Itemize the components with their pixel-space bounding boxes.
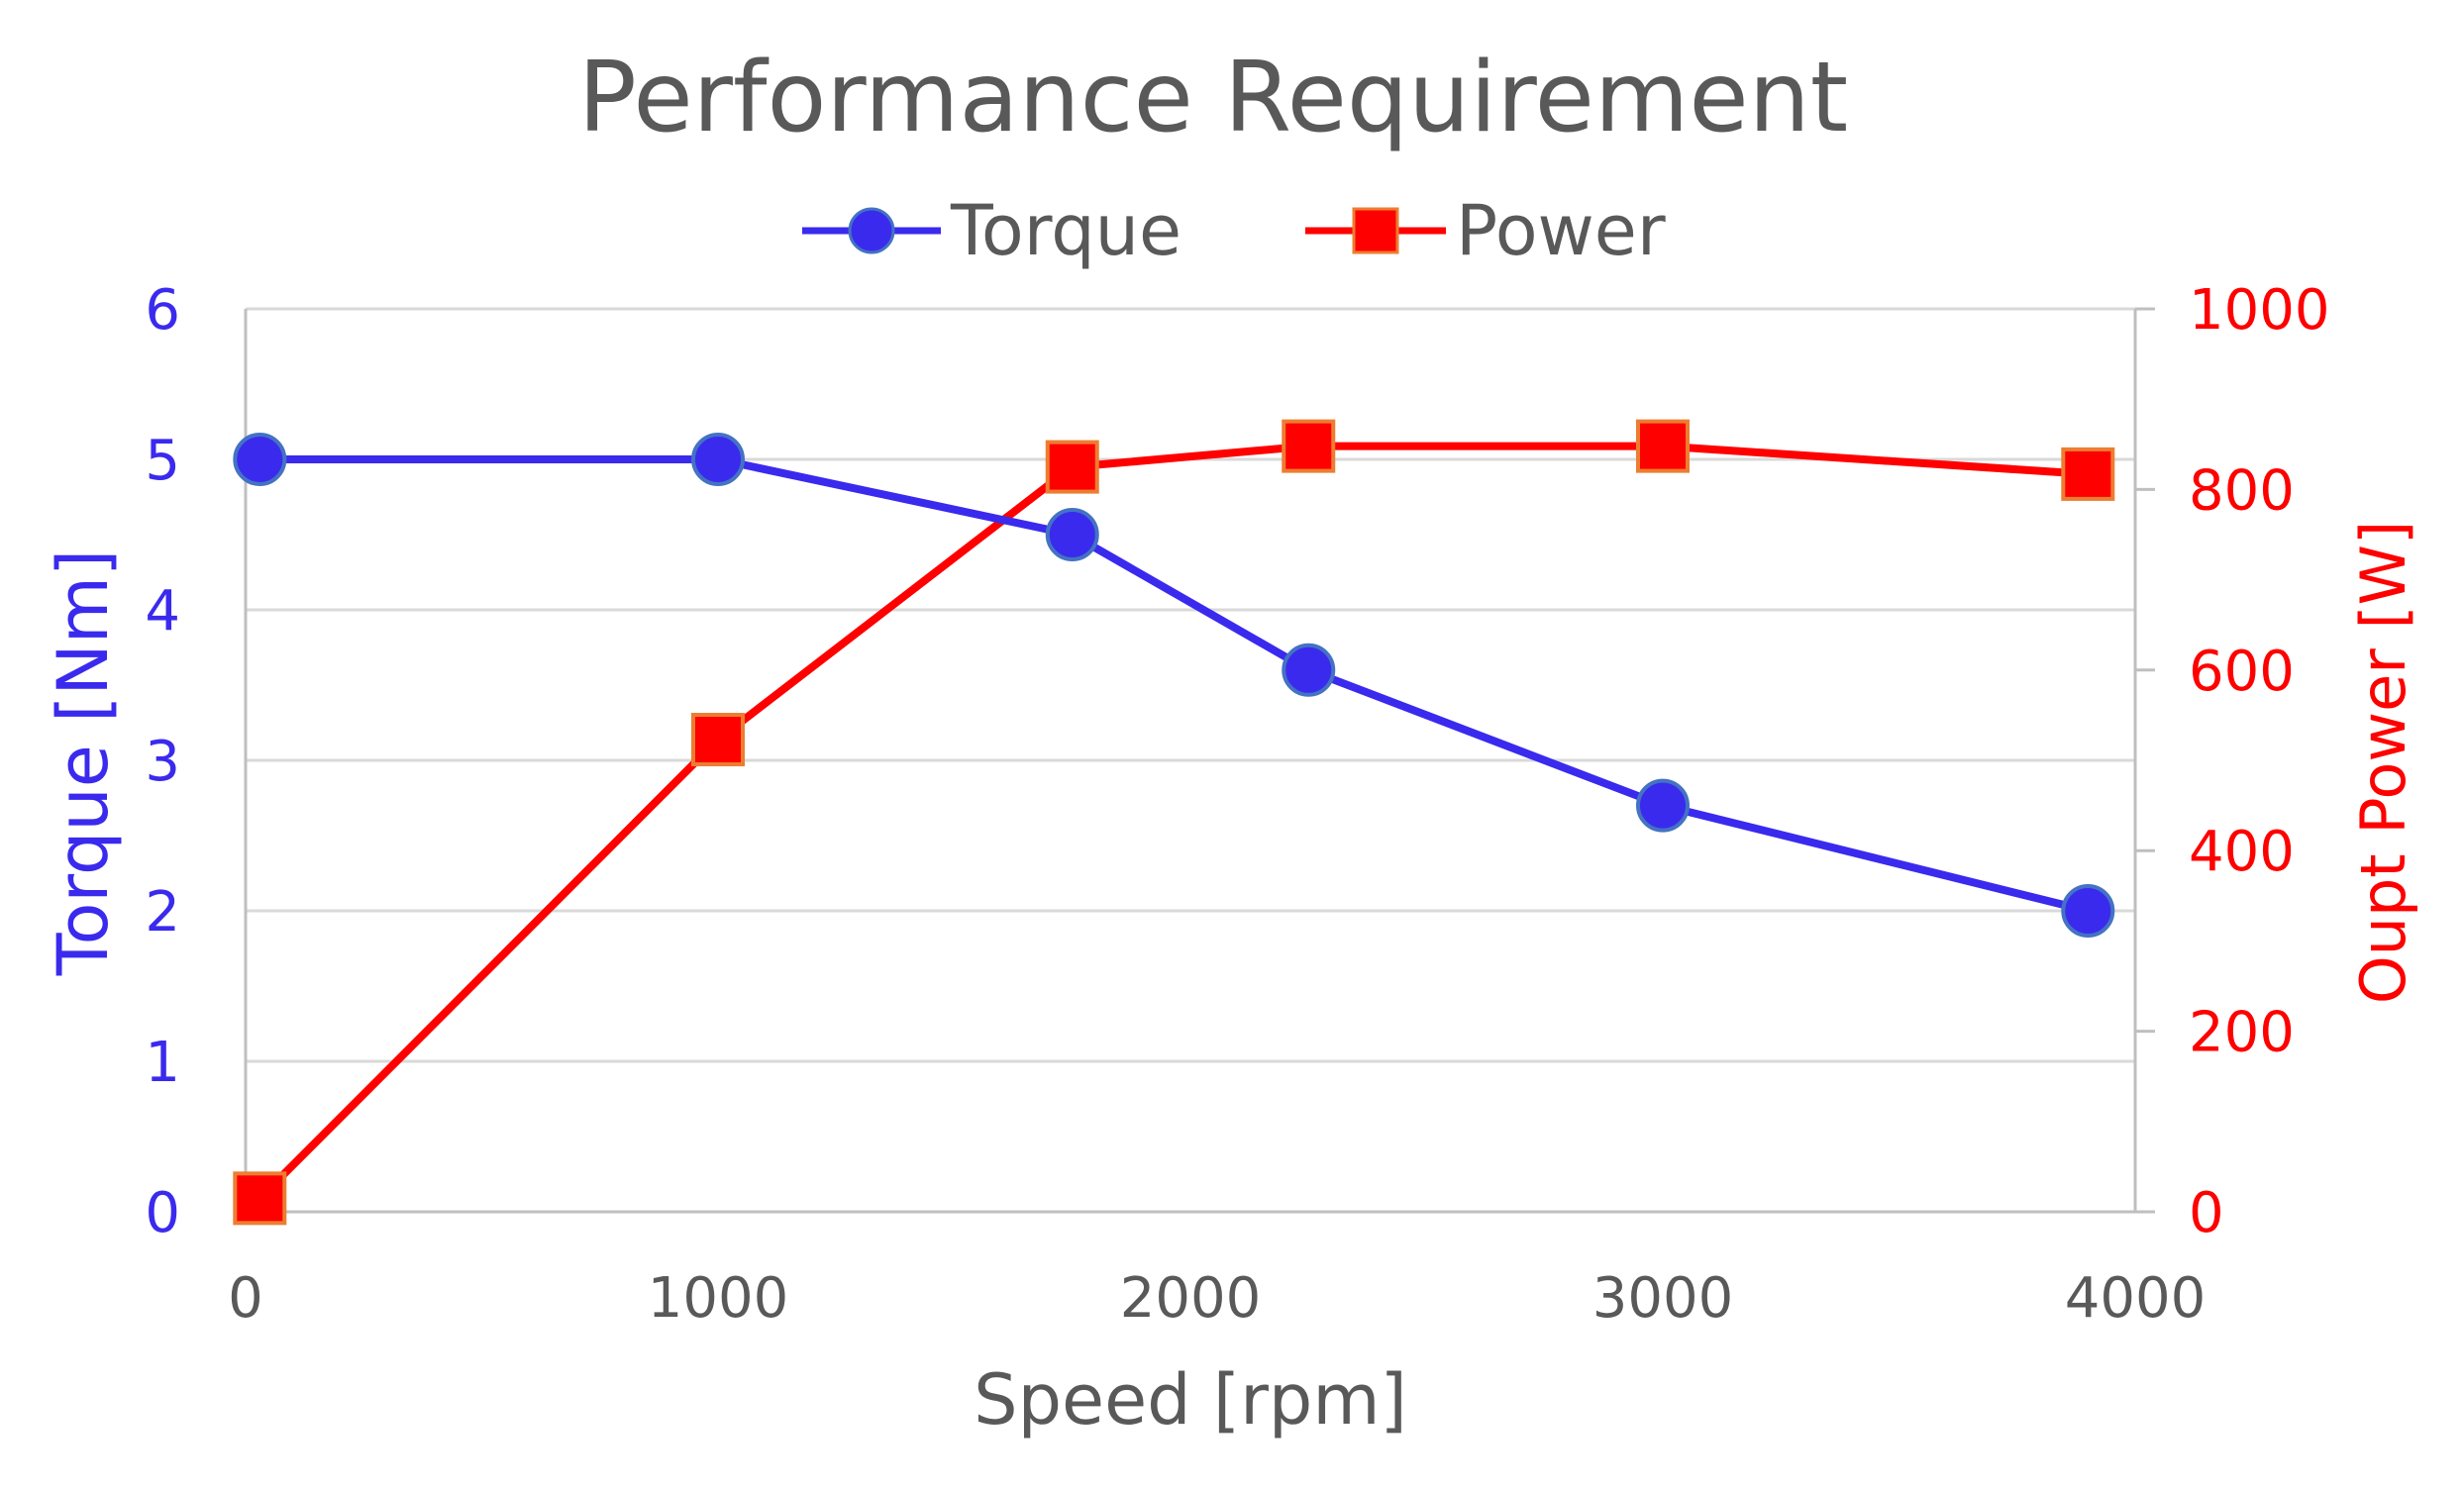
- x-axis-ticks: 0 1000 2000 3000 4000: [228, 1266, 2206, 1331]
- data-point-power: [691, 713, 745, 767]
- y-right-tick-label: 1000: [2189, 278, 2330, 343]
- chart-title: Performance Requirement: [578, 42, 1848, 154]
- legend-power-marker: [1352, 207, 1399, 254]
- legend: Torque Power: [802, 190, 1666, 271]
- gridlines: [246, 307, 2135, 1063]
- data-point-torque: [691, 433, 745, 486]
- y-right-axis-ticks: 0 200 400 600 800 1000: [2135, 278, 2330, 1245]
- data-point-power: [233, 1171, 287, 1226]
- y-right-axis-title: Oupt Power [W]: [2347, 521, 2419, 1004]
- x-tick-label: 2000: [1120, 1266, 1262, 1331]
- y-right-tick-label: 600: [2189, 640, 2295, 704]
- y-left-tick-label: 0: [145, 1181, 180, 1245]
- data-point-power: [1282, 419, 1336, 473]
- series-markers: [233, 419, 2115, 1226]
- y-right-tick-label: 400: [2189, 820, 2295, 884]
- y-left-tick-label: 1: [145, 1031, 180, 1095]
- legend-power-label: Power: [1456, 190, 1666, 271]
- y-left-tick-label: 3: [145, 730, 180, 794]
- y-right-tick-label: 200: [2189, 1001, 2295, 1065]
- y-left-tick-label: 2: [145, 880, 180, 944]
- data-point-torque: [2061, 884, 2115, 938]
- y-left-tick-label: 5: [145, 429, 180, 493]
- data-point-torque: [1636, 778, 1690, 833]
- x-axis-title: Speed [rpm]: [974, 1359, 1407, 1441]
- y-right-tick-label: 800: [2189, 458, 2295, 523]
- series-lines: [257, 442, 2090, 1202]
- y-left-axis-ticks: 0 1 2 3 4 5 6: [145, 278, 180, 1245]
- x-tick-label: 1000: [648, 1266, 789, 1331]
- data-point-power: [1636, 419, 1690, 473]
- data-point-power: [2061, 447, 2115, 501]
- y-right-tick-label: 0: [2189, 1181, 2224, 1245]
- x-tick-label: 3000: [1592, 1266, 1734, 1331]
- legend-torque-label: Torque: [950, 190, 1181, 271]
- series-line-torque: [259, 455, 2090, 915]
- y-left-tick-label: 4: [145, 579, 180, 644]
- x-tick-label: 4000: [2065, 1266, 2207, 1331]
- data-point-torque: [233, 433, 287, 486]
- series-line-power: [257, 442, 2089, 1202]
- data-point-torque: [1045, 508, 1099, 561]
- y-left-tick-label: 6: [145, 278, 180, 343]
- data-point-power: [1045, 440, 1099, 494]
- data-point-torque: [1282, 643, 1336, 697]
- legend-torque-marker: [848, 207, 895, 254]
- x-tick-label: 0: [228, 1266, 263, 1331]
- y-left-axis-title: Torque [Nm]: [43, 549, 124, 977]
